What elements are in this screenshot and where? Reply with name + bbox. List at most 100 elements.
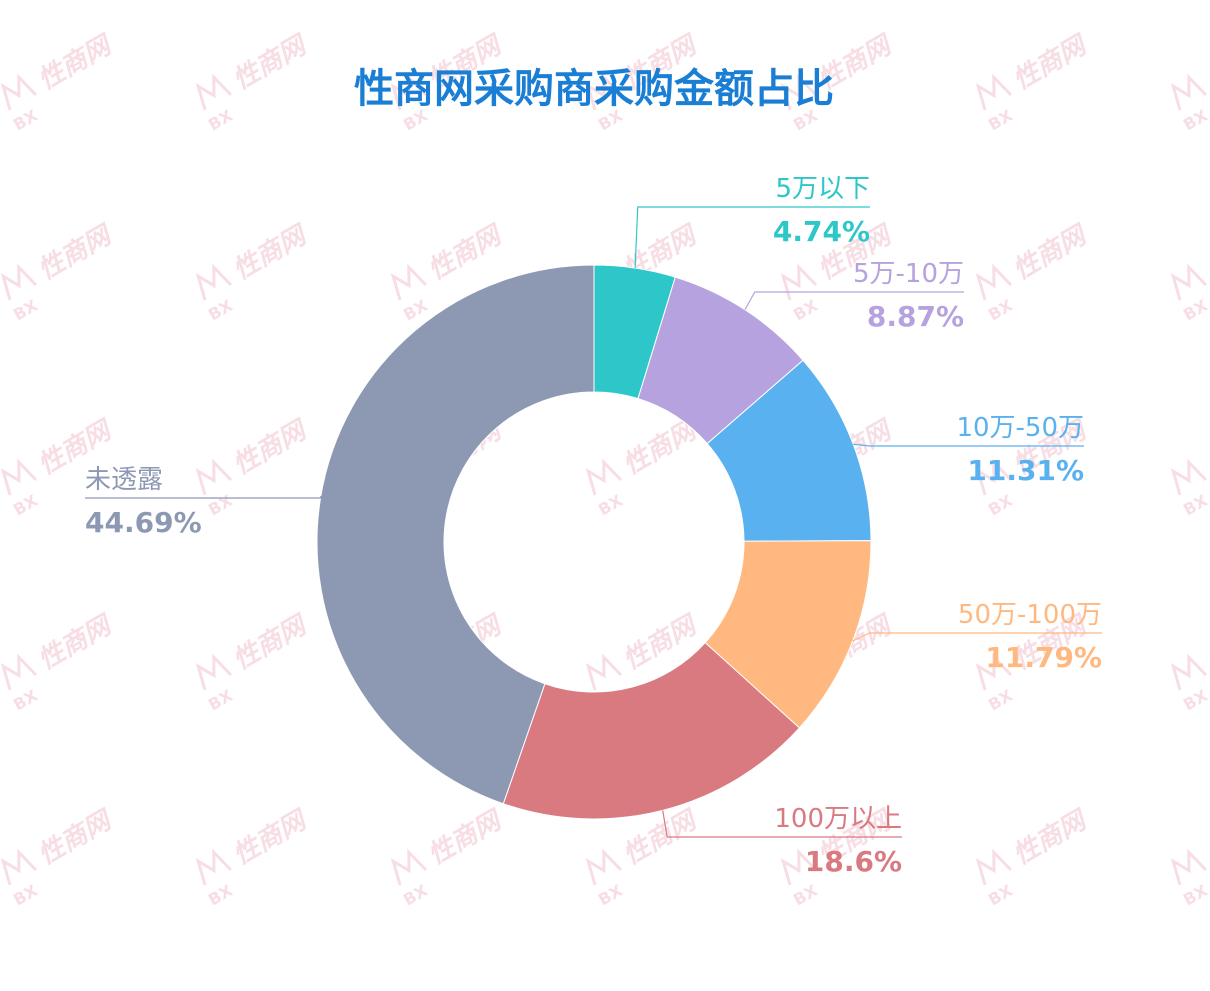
- watermark-subtext: BX: [10, 490, 41, 519]
- watermark-text: 性商网: [423, 804, 509, 871]
- watermark-text: 性商网: [228, 29, 314, 96]
- watermark-logo: BX 性商网: [390, 804, 509, 910]
- watermark-logo: BX 性商网: [0, 609, 119, 715]
- watermark-m-icon: [1170, 458, 1208, 496]
- watermark-m-icon: [975, 73, 1013, 111]
- slice-label-3: 50万-100万: [958, 600, 1102, 630]
- donut-slice-5[interactable]: [316, 264, 595, 805]
- watermark-text: 性商网: [33, 29, 119, 96]
- watermark-text: 性商网: [1203, 29, 1210, 96]
- leader-line-5: [85, 496, 322, 499]
- watermark-text: 性商网: [423, 219, 509, 286]
- watermark-subtext: BX: [1180, 105, 1210, 134]
- watermark-logo: BX 性商网: [0, 219, 119, 325]
- watermark-m-icon: [0, 848, 38, 886]
- watermark-m-icon: [390, 848, 428, 886]
- watermark-m-icon: [780, 73, 818, 111]
- watermark-m-icon: [390, 263, 428, 301]
- watermark-text: 性商网: [1203, 219, 1210, 286]
- watermark-m-icon: [195, 458, 233, 496]
- chart-title: 性商网采购商采购金额占比: [354, 66, 834, 112]
- watermark-m-icon: [585, 73, 623, 111]
- watermark-subtext: BX: [790, 880, 821, 909]
- watermark-text: 性商网: [33, 609, 119, 676]
- watermark-m-icon: [585, 458, 623, 496]
- donut-slices: [316, 264, 872, 820]
- leader-line-3: [852, 632, 1102, 642]
- watermark-subtext: BX: [400, 295, 431, 324]
- watermark-logo: BX 性商网: [1170, 414, 1210, 520]
- slice-labels: 5万以下 4.74% 5万-10万 8.87% 10万-50万 11.31% 50万-100…: [85, 174, 1102, 878]
- watermark-m-icon: [975, 653, 1013, 691]
- watermark-m-icon: [585, 848, 623, 886]
- watermark-subtext: BX: [205, 295, 236, 324]
- watermark-logo: BX 性商网: [195, 29, 314, 135]
- watermark-logo: BX 性商网: [195, 219, 314, 325]
- watermark-text: 性商网: [1008, 804, 1094, 871]
- slice-value-0: 4.74%: [773, 215, 870, 248]
- leader-line-4: [662, 810, 902, 838]
- watermark-text: 性商网: [228, 414, 314, 481]
- watermark-logo: BX 性商网: [195, 414, 314, 520]
- slice-value-3: 11.79%: [985, 641, 1102, 674]
- watermark-logo: BX 性商网: [975, 219, 1094, 325]
- watermark-m-icon: [0, 458, 38, 496]
- watermark-text: 性商网: [1008, 29, 1094, 96]
- watermark-text: 性商网: [33, 804, 119, 871]
- watermark-m-icon: [1170, 263, 1208, 301]
- watermark-m-icon: [390, 73, 428, 111]
- watermark-subtext: BX: [10, 880, 41, 909]
- watermark-logo: BX 性商网: [0, 29, 119, 135]
- watermark-subtext: BX: [985, 880, 1016, 909]
- watermark-text: 性商网: [228, 804, 314, 871]
- watermark-m-icon: [1170, 73, 1208, 111]
- watermark-logo: BX 性商网: [1170, 804, 1210, 910]
- watermark-logo: BX 性商网: [975, 804, 1094, 910]
- watermark-subtext: BX: [985, 295, 1016, 324]
- donut-slice-4[interactable]: [502, 641, 801, 820]
- slice-value-2: 11.31%: [967, 454, 1084, 487]
- watermark-subtext: BX: [985, 490, 1016, 519]
- watermark-text: 性商网: [33, 219, 119, 286]
- watermark-logo: BX 性商网: [195, 804, 314, 910]
- watermark-text: 性商网: [1203, 609, 1210, 676]
- leader-line-2: [853, 443, 1084, 447]
- leader-line-1: [744, 291, 964, 311]
- watermark-subtext: BX: [595, 490, 626, 519]
- slice-label-5: 未透露: [85, 465, 163, 495]
- watermark-m-icon: [195, 263, 233, 301]
- watermark-subtext: BX: [205, 490, 236, 519]
- watermark-m-icon: [0, 73, 38, 111]
- leader-line-0: [634, 206, 870, 269]
- watermark-subtext: BX: [1180, 685, 1210, 714]
- watermark-logo: BX 性商网: [975, 29, 1094, 135]
- watermark-logo: BX 性商网: [1170, 609, 1210, 715]
- watermark-m-icon: [195, 653, 233, 691]
- watermark-text: 性商网: [1203, 414, 1210, 481]
- watermark-subtext: BX: [1180, 490, 1210, 519]
- watermark-text: 性商网: [228, 219, 314, 286]
- slice-label-4: 100万以上: [774, 804, 902, 834]
- watermark-subtext: BX: [1180, 295, 1210, 324]
- watermark-m-icon: [195, 848, 233, 886]
- watermark-subtext: BX: [985, 685, 1016, 714]
- watermark-text: 性商网: [1203, 804, 1210, 871]
- watermark-subtext: BX: [595, 880, 626, 909]
- slice-value-4: 18.6%: [805, 845, 902, 878]
- watermark-m-icon: [780, 263, 818, 301]
- watermark-subtext: BX: [1180, 880, 1210, 909]
- watermark-subtext: BX: [205, 105, 236, 134]
- slice-label-1: 5万-10万: [853, 259, 964, 289]
- watermark-subtext: BX: [205, 880, 236, 909]
- watermark-m-icon: [0, 263, 38, 301]
- watermark-m-icon: [975, 458, 1013, 496]
- slice-label-2: 10万-50万: [956, 413, 1084, 443]
- slice-label-0: 5万以下: [775, 174, 870, 204]
- watermark-m-icon: [0, 653, 38, 691]
- watermark-subtext: BX: [10, 685, 41, 714]
- watermark-subtext: BX: [985, 105, 1016, 134]
- watermark-subtext: BX: [10, 295, 41, 324]
- watermark-m-icon: [1170, 848, 1208, 886]
- watermark-m-icon: [585, 653, 623, 691]
